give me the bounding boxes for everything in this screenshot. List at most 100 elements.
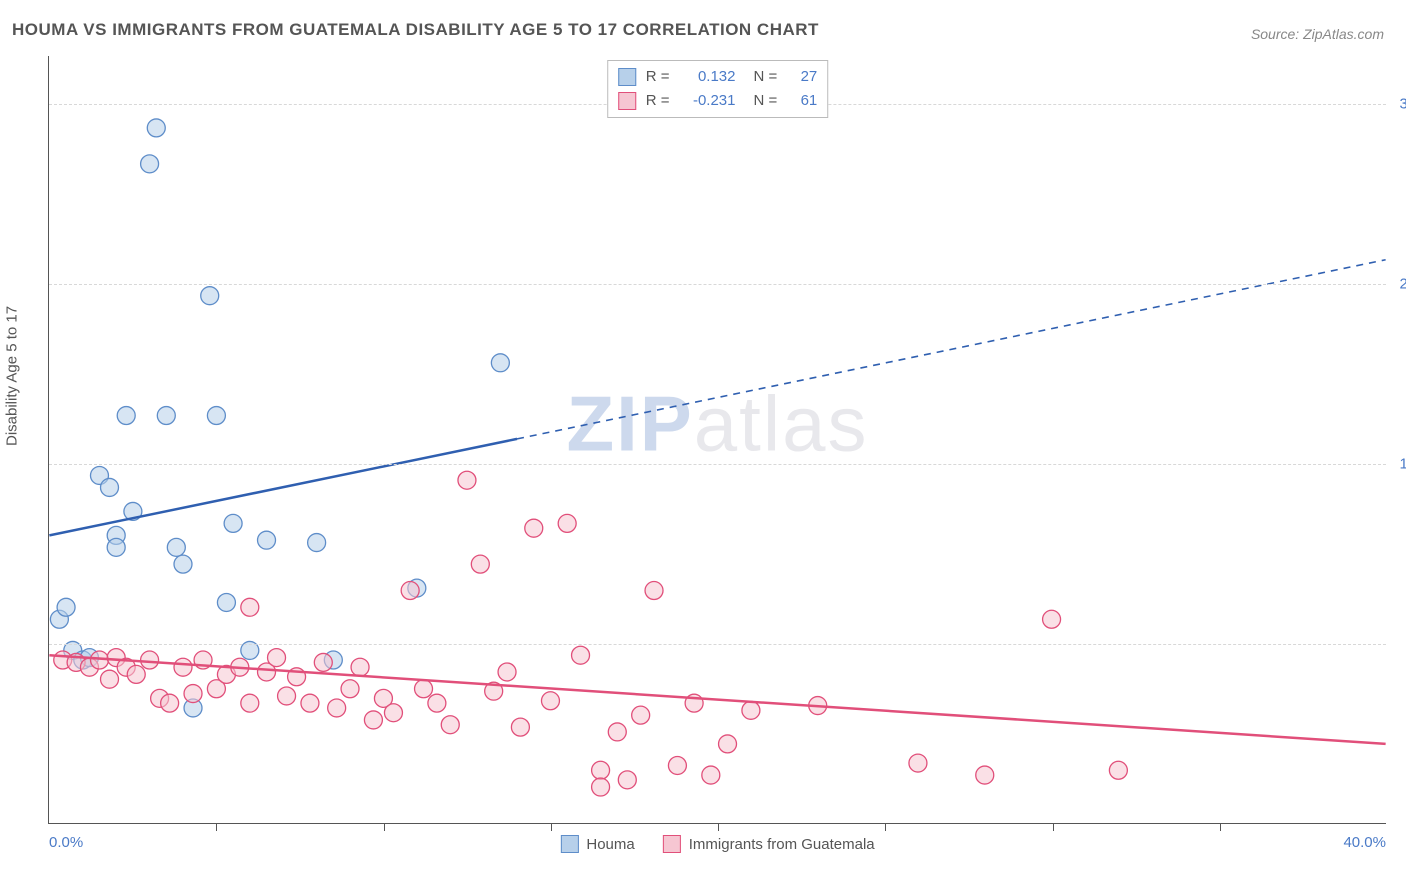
- legend-swatch: [618, 68, 636, 86]
- scatter-point: [401, 582, 419, 600]
- legend-swatch: [560, 835, 578, 853]
- scatter-point: [428, 694, 446, 712]
- scatter-point: [645, 582, 663, 600]
- legend-item: Houma: [560, 835, 634, 853]
- scatter-point: [174, 555, 192, 573]
- legend-n-label: N =: [754, 89, 778, 113]
- scatter-point: [909, 754, 927, 772]
- scatter-point: [201, 287, 219, 305]
- x-tick: [1220, 823, 1221, 831]
- scatter-point: [167, 538, 185, 556]
- legend-stat-row: R = 0.132 N = 27: [618, 65, 818, 89]
- scatter-point: [458, 471, 476, 489]
- x-axis-min-label: 0.0%: [49, 834, 83, 851]
- scatter-point: [241, 694, 259, 712]
- scatter-point: [157, 407, 175, 425]
- scatter-point: [117, 407, 135, 425]
- x-axis-max-label: 40.0%: [1343, 834, 1386, 851]
- legend-n-value: 61: [787, 89, 817, 113]
- legend-r-label: R =: [646, 65, 670, 89]
- legend-n-value: 27: [787, 65, 817, 89]
- scatter-point: [107, 538, 125, 556]
- y-axis-title: Disability Age 5 to 17: [4, 306, 21, 446]
- chart-title: HOUMA VS IMMIGRANTS FROM GUATEMALA DISAB…: [12, 20, 819, 40]
- trend-line-dashed: [517, 260, 1386, 439]
- scatter-point: [101, 478, 119, 496]
- legend-swatch: [663, 835, 681, 853]
- scatter-point: [1043, 610, 1061, 628]
- scatter-point: [351, 658, 369, 676]
- scatter-point: [491, 354, 509, 372]
- x-tick: [384, 823, 385, 831]
- scatter-point: [217, 593, 235, 611]
- scatter-point: [147, 119, 165, 137]
- scatter-svg: [49, 56, 1386, 823]
- scatter-point: [328, 699, 346, 717]
- scatter-point: [364, 711, 382, 729]
- scatter-point: [525, 519, 543, 537]
- x-tick: [216, 823, 217, 831]
- scatter-point: [127, 665, 145, 683]
- scatter-point: [441, 716, 459, 734]
- scatter-point: [592, 761, 610, 779]
- scatter-point: [592, 778, 610, 796]
- plot-area: ZIPatlas R =0.132N =27R =-0.231N =61 0.0…: [48, 56, 1386, 824]
- series-legend: Houma Immigrants from Guatemala: [560, 835, 874, 853]
- legend-label: Immigrants from Guatemala: [689, 836, 875, 853]
- gridline: [49, 464, 1386, 465]
- x-tick: [718, 823, 719, 831]
- scatter-point: [268, 649, 286, 667]
- scatter-point: [471, 555, 489, 573]
- scatter-point: [608, 723, 626, 741]
- scatter-point: [314, 653, 332, 671]
- scatter-point: [341, 680, 359, 698]
- gridline: [49, 284, 1386, 285]
- scatter-point: [558, 514, 576, 532]
- scatter-point: [1109, 761, 1127, 779]
- scatter-point: [415, 680, 433, 698]
- legend-label: Houma: [586, 836, 634, 853]
- trend-line: [49, 439, 517, 535]
- scatter-point: [301, 694, 319, 712]
- scatter-point: [498, 663, 516, 681]
- scatter-point: [141, 651, 159, 669]
- scatter-point: [668, 756, 686, 774]
- scatter-point: [101, 670, 119, 688]
- scatter-point: [224, 514, 242, 532]
- scatter-point: [207, 407, 225, 425]
- scatter-point: [258, 531, 276, 549]
- legend-swatch: [618, 92, 636, 110]
- x-tick: [1053, 823, 1054, 831]
- scatter-point: [976, 766, 994, 784]
- legend-n-label: N =: [754, 65, 778, 89]
- scatter-point: [174, 658, 192, 676]
- scatter-point: [618, 771, 636, 789]
- scatter-point: [278, 687, 296, 705]
- x-tick: [885, 823, 886, 831]
- legend-r-value: 0.132: [680, 65, 736, 89]
- scatter-point: [384, 704, 402, 722]
- scatter-point: [161, 694, 179, 712]
- scatter-point: [184, 685, 202, 703]
- y-tick-label: 15.0%: [1399, 456, 1406, 473]
- scatter-point: [511, 718, 529, 736]
- scatter-point: [572, 646, 590, 664]
- y-tick-label: 22.5%: [1399, 276, 1406, 293]
- scatter-point: [719, 735, 737, 753]
- legend-r-label: R =: [646, 89, 670, 113]
- legend-item: Immigrants from Guatemala: [663, 835, 875, 853]
- gridline: [49, 644, 1386, 645]
- x-tick: [551, 823, 552, 831]
- scatter-point: [241, 598, 259, 616]
- source-attribution: Source: ZipAtlas.com: [1251, 26, 1384, 42]
- y-tick-label: 30.0%: [1399, 96, 1406, 113]
- scatter-point: [742, 701, 760, 719]
- correlation-legend: R = 0.132 N = 27 R = -0.231 N = 61: [607, 60, 829, 118]
- scatter-point: [702, 766, 720, 784]
- scatter-point: [141, 155, 159, 173]
- scatter-point: [57, 598, 75, 616]
- scatter-point: [308, 534, 326, 552]
- legend-stat-row: R = -0.231 N = 61: [618, 89, 818, 113]
- legend-r-value: -0.231: [680, 89, 736, 113]
- scatter-point: [541, 692, 559, 710]
